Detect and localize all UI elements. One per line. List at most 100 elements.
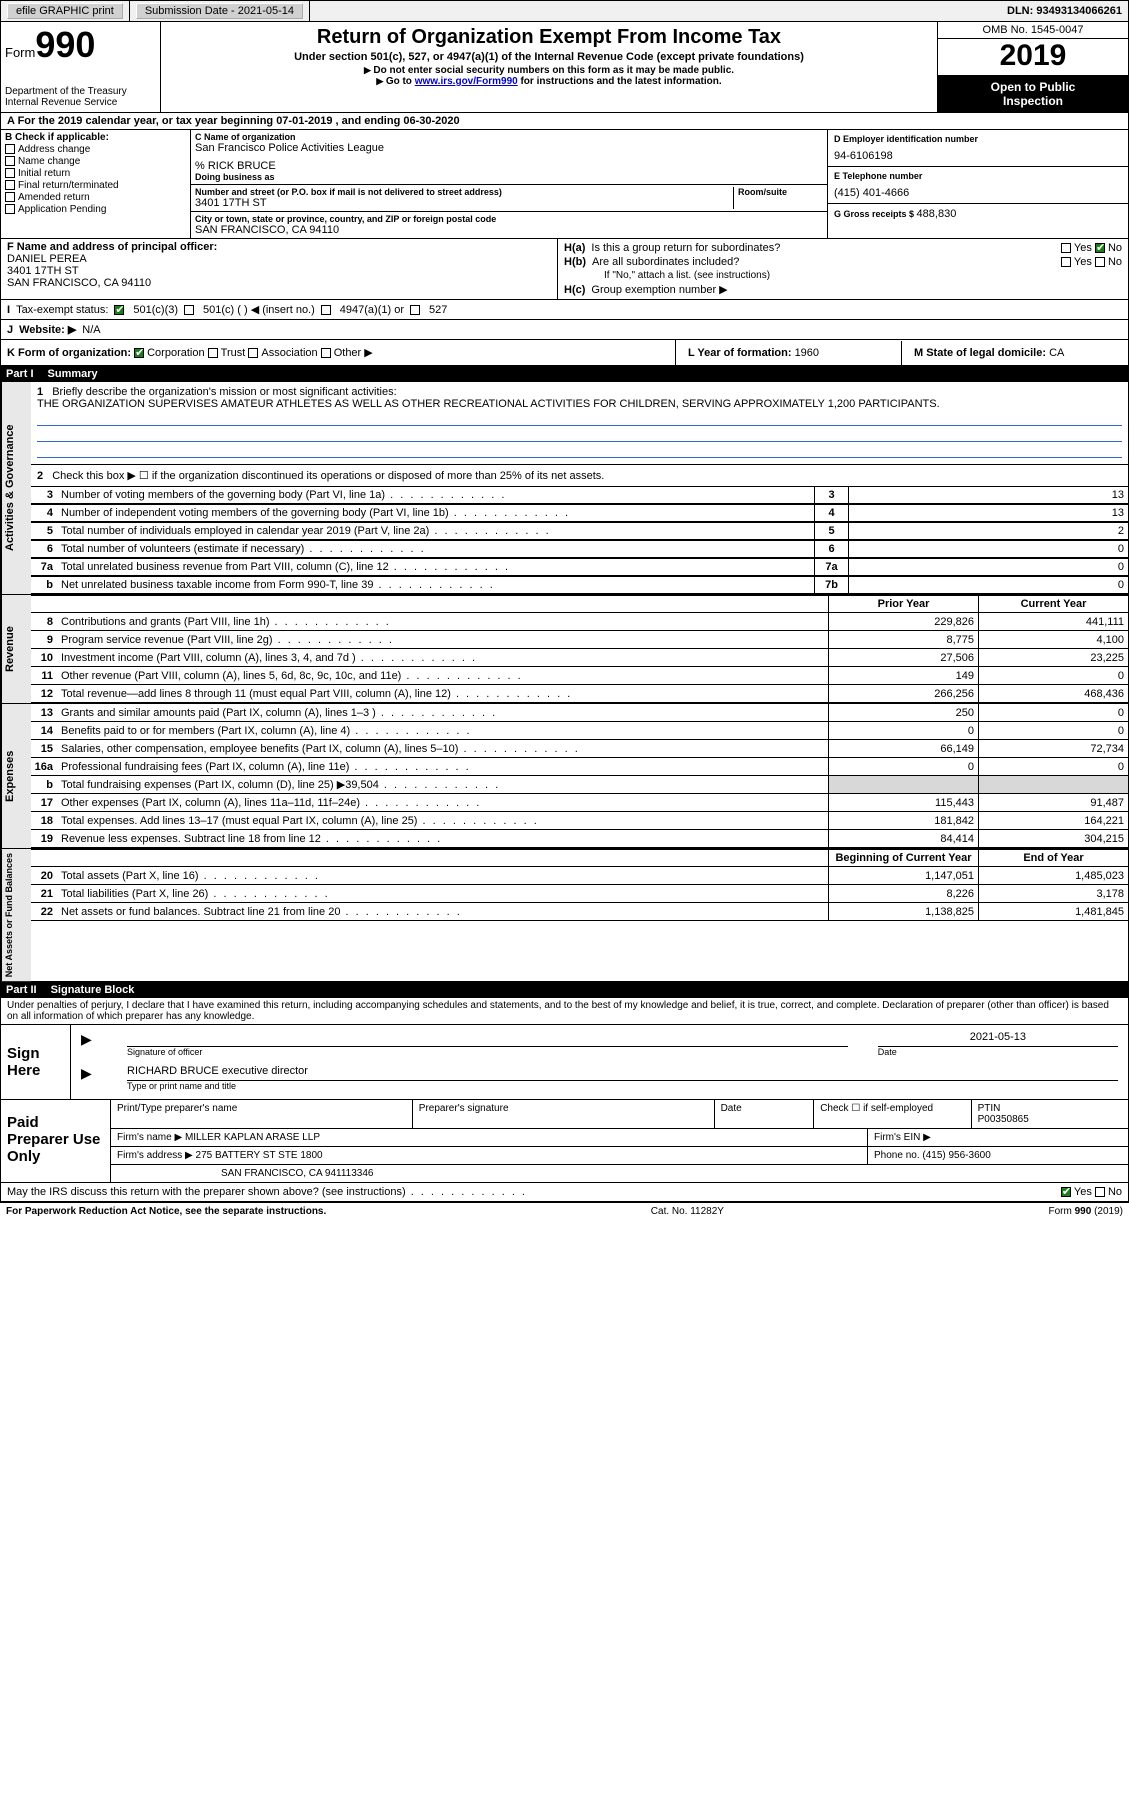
table-row: 17Other expenses (Part IX, column (A), l… [31, 794, 1128, 812]
discuss-yes[interactable] [1061, 1187, 1071, 1197]
status-row: I Tax-exempt status: 501(c)(3) 501(c) ( … [0, 300, 1129, 320]
line2-text: Check this box ▶ ☐ if the organization d… [52, 470, 604, 482]
org-city: SAN FRANCISCO, CA 94110 [195, 224, 823, 236]
check-application[interactable]: Application Pending [5, 204, 186, 215]
d-label: D Employer identification number [834, 134, 1122, 144]
check-4947[interactable] [321, 305, 331, 315]
check-final[interactable]: Final return/terminated [5, 180, 186, 191]
footer-mid: Cat. No. 11282Y [651, 1206, 724, 1217]
subtitle: Under section 501(c), 527, or 4947(a)(1)… [165, 51, 933, 63]
ha-no[interactable] [1095, 243, 1105, 253]
dba-label: Doing business as [195, 172, 823, 182]
row-val: 13 [848, 487, 1128, 503]
row-num: 17 [31, 797, 59, 809]
m-cell: M State of legal domicile: CA [908, 341, 1128, 365]
row-current: 0 [978, 722, 1128, 739]
j-letter: J [7, 324, 13, 336]
row-current: 441,111 [978, 613, 1128, 630]
check-address[interactable]: Address change [5, 144, 186, 155]
hb-q: Are all subordinates included? [592, 256, 1061, 268]
row-num: 3 [31, 489, 59, 501]
row-current: 4,100 [978, 631, 1128, 648]
ein: 94-6106198 [834, 150, 1122, 162]
efile-button[interactable]: efile GRAPHIC print [7, 3, 123, 19]
check-amended[interactable]: Amended return [5, 192, 186, 203]
row-current: 3,178 [978, 885, 1128, 902]
dept-line1: Department of the Treasury [5, 86, 156, 97]
prep-phone: (415) 956-3600 [922, 1150, 990, 1161]
check-501c[interactable] [184, 305, 194, 315]
row-prior: 66,149 [828, 740, 978, 757]
net-hdr-end: End of Year [978, 850, 1128, 866]
check-initial[interactable]: Initial return [5, 168, 186, 179]
sig-arrow-icon: ▶ [81, 1065, 97, 1091]
table-row: 7aTotal unrelated business revenue from … [31, 558, 1128, 576]
gross-receipts: 488,830 [917, 208, 957, 220]
row-prior [828, 776, 978, 793]
dept-line2: Internal Revenue Service [5, 97, 156, 108]
instructions-link[interactable]: www.irs.gov/Form990 [415, 76, 518, 87]
row-desc: Other revenue (Part VIII, column (A), li… [59, 668, 828, 684]
tax-period-row: A For the 2019 calendar year, or tax yea… [0, 113, 1129, 130]
row-current: 1,485,023 [978, 867, 1128, 884]
row-num: 8 [31, 616, 59, 628]
mission-block: 1 Briefly describe the organization's mi… [31, 382, 1128, 464]
check-501c3[interactable] [114, 305, 124, 315]
submission-button[interactable]: Submission Date - 2021-05-14 [136, 3, 303, 19]
sign-grid: Sign Here ▶ Signature of officer 2021-05… [1, 1024, 1128, 1099]
table-row: 4Number of independent voting members of… [31, 504, 1128, 522]
row-box: 6 [814, 541, 848, 557]
org-street: 3401 17TH ST [195, 197, 733, 209]
officer-signature-line[interactable] [127, 1031, 848, 1047]
row-num: 5 [31, 525, 59, 537]
b-label: B Check if applicable: [5, 132, 186, 143]
check-527[interactable] [410, 305, 420, 315]
mission-rule [37, 412, 1122, 426]
ha-label: H(a) [564, 242, 585, 254]
prep-h1: Print/Type preparer's name [111, 1100, 413, 1128]
omb-label: OMB No. 1545-0047 [938, 22, 1128, 39]
row-current: 1,481,845 [978, 903, 1128, 920]
row-box: 3 [814, 487, 848, 503]
instr-goto: Go to www.irs.gov/Form990 for instructio… [165, 76, 933, 87]
hb-no[interactable] [1095, 257, 1105, 267]
officer-printed-name: RICHARD BRUCE executive director [127, 1065, 1118, 1081]
main-title: Return of Organization Exempt From Incom… [165, 26, 933, 49]
org-name: San Francisco Police Activities League [195, 142, 823, 154]
check-assoc[interactable] [248, 348, 258, 358]
check-trust[interactable] [208, 348, 218, 358]
table-row: 11Other revenue (Part VIII, column (A), … [31, 667, 1128, 685]
row-desc: Total unrelated business revenue from Pa… [59, 559, 814, 575]
title-block: Return of Organization Exempt From Incom… [161, 22, 938, 112]
row-val: 2 [848, 523, 1128, 539]
ptin-label: PTIN [978, 1103, 1122, 1114]
table-row: bNet unrelated business taxable income f… [31, 576, 1128, 594]
row-desc: Professional fundraising fees (Part IX, … [59, 759, 828, 775]
row-num: 21 [31, 888, 59, 900]
rev-hdr-prior: Prior Year [828, 596, 978, 612]
officer-row: F Name and address of principal officer:… [0, 239, 1129, 300]
check-corp[interactable] [134, 348, 144, 358]
m-label: M State of legal domicile: [914, 347, 1049, 359]
table-row: 22Net assets or fund balances. Subtract … [31, 903, 1128, 921]
line1-num: 1 [37, 386, 49, 398]
check-name[interactable]: Name change [5, 156, 186, 167]
check-other[interactable] [321, 348, 331, 358]
discuss-no[interactable] [1095, 1187, 1105, 1197]
e-label: E Telephone number [834, 171, 1122, 181]
signature-block: Under penalties of perjury, I declare th… [0, 998, 1129, 1202]
row-num: 15 [31, 743, 59, 755]
top-bar: efile GRAPHIC print Submission Date - 20… [0, 0, 1129, 22]
ha-yes[interactable] [1061, 243, 1071, 253]
org-name-block: C Name of organization San Francisco Pol… [191, 130, 828, 239]
row-num: b [31, 579, 59, 591]
row-desc: Benefits paid to or for members (Part IX… [59, 723, 828, 739]
row-val: 0 [848, 577, 1128, 593]
table-row: 16aProfessional fundraising fees (Part I… [31, 758, 1128, 776]
dln-label: DLN: 93493134066261 [1001, 3, 1128, 19]
line2: 2 Check this box ▶ ☐ if the organization… [31, 464, 1128, 486]
hb-yes[interactable] [1061, 257, 1071, 267]
inspection-1: Open to Public [991, 80, 1076, 94]
row-prior: 1,138,825 [828, 903, 978, 920]
sign-date: 2021-05-13 [878, 1031, 1118, 1047]
